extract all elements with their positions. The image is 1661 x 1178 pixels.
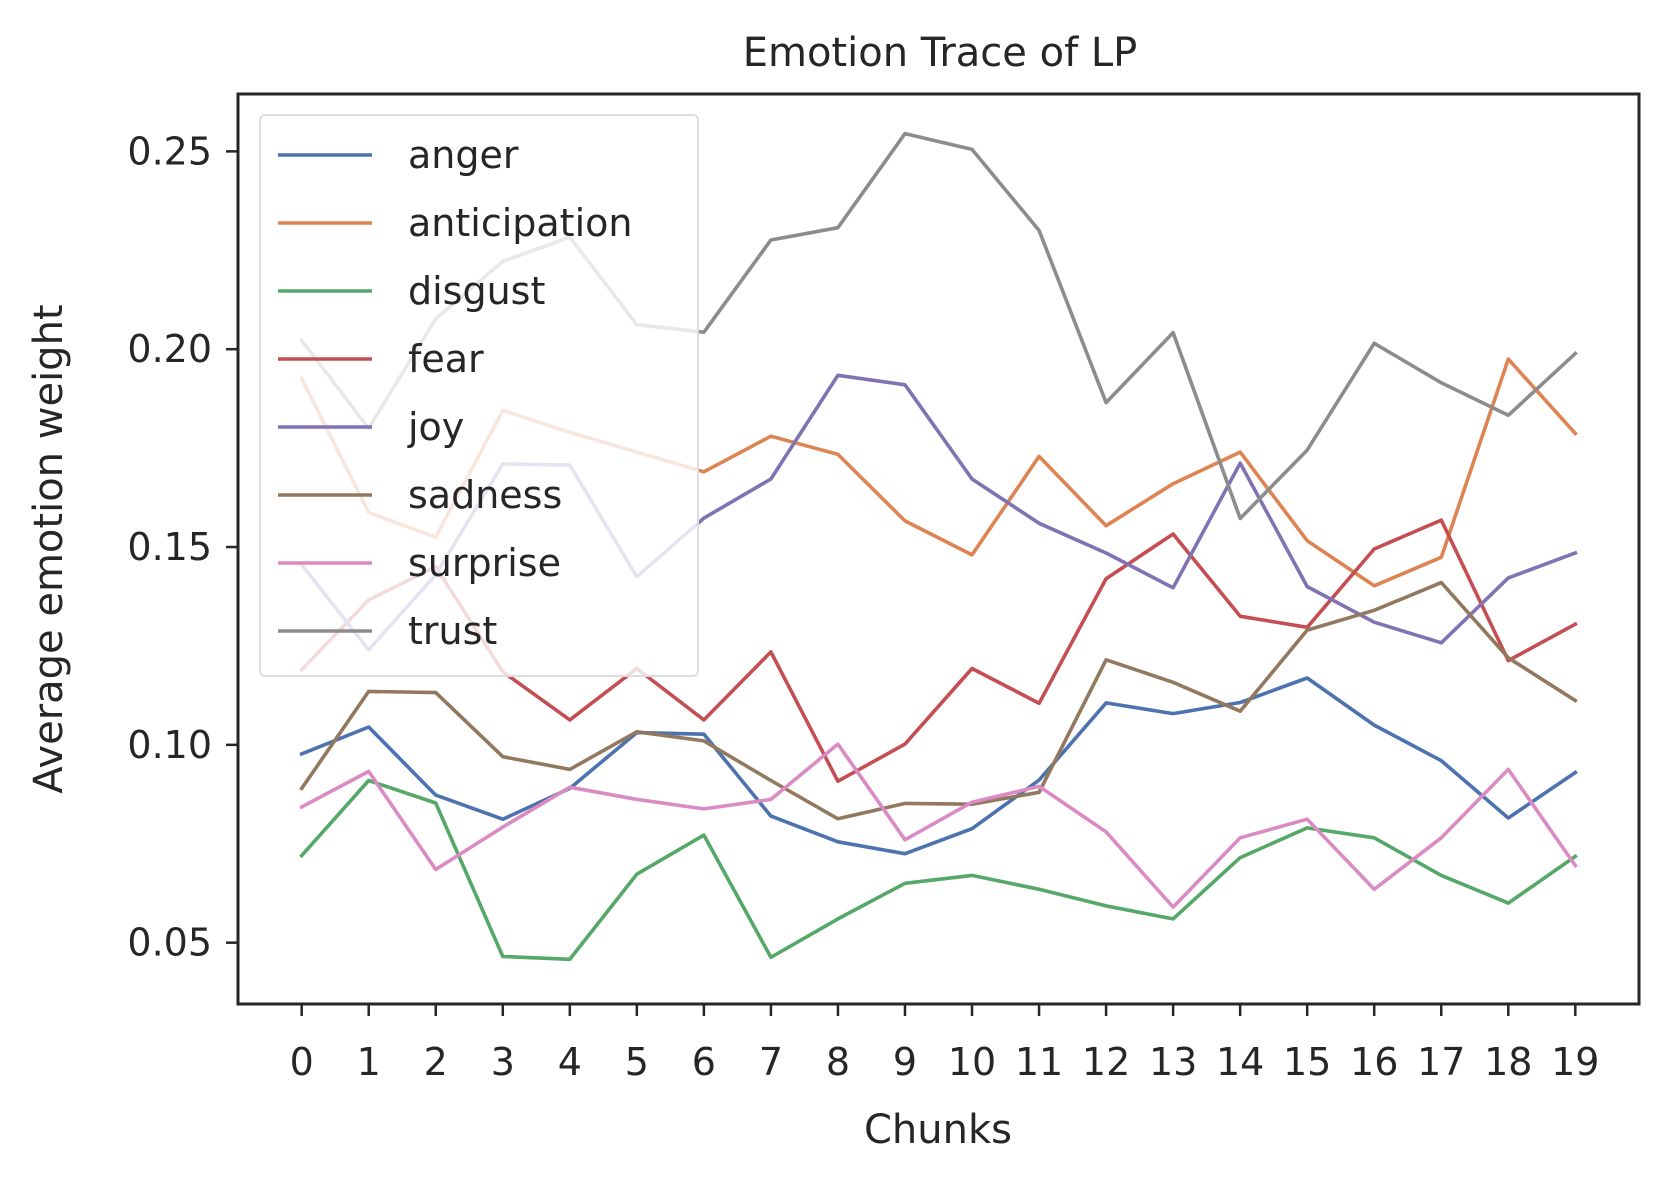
x-tick-label: 8: [826, 1040, 850, 1084]
x-tick-label: 19: [1551, 1040, 1599, 1084]
axis-ticks: 0 1 2 3 4 5 6 7 8 9 10 11 12 13 14 15 16 17 18 190.050.100.…: [127, 129, 1599, 1084]
x-axis-label: Chunks: [864, 1107, 1012, 1153]
chart-title: Emotion Trace of LP: [743, 30, 1138, 76]
x-tick-label: 11: [1015, 1040, 1063, 1084]
series-line-surprise: [299, 742, 1578, 909]
series-line-disgust: [299, 778, 1578, 962]
x-tick-label: 13: [1149, 1040, 1197, 1084]
x-tick-label: 6: [692, 1040, 716, 1084]
legend-label-anger: anger: [408, 133, 519, 177]
x-tick-label: 7: [759, 1040, 783, 1084]
legend: anger anticipation disgust fear joy sadness su…: [259, 114, 699, 677]
y-tick-label: 0.05: [127, 921, 212, 965]
y-tick-label: 0.25: [127, 129, 212, 173]
x-tick-label: 14: [1216, 1040, 1264, 1084]
x-tick-label: 18: [1484, 1040, 1532, 1084]
x-tick-label: 5: [625, 1040, 649, 1084]
x-tick-label: 10: [948, 1040, 996, 1084]
x-tick-label: 1: [357, 1040, 381, 1084]
x-tick-label: 12: [1082, 1040, 1130, 1084]
legend-label-trust: trust: [408, 609, 497, 653]
x-tick-label: 3: [491, 1040, 515, 1084]
legend-label-sadness: sadness: [408, 473, 562, 517]
legend-label-disgust: disgust: [408, 269, 545, 313]
series-line-fear: [299, 518, 1578, 784]
legend-label-anticipation: anticipation: [408, 201, 632, 245]
legend-label-joy: joy: [407, 405, 464, 449]
legend-label-fear: fear: [408, 337, 484, 381]
series-line-anger: [299, 676, 1578, 856]
y-tick-label: 0.15: [127, 525, 212, 569]
x-tick-label: 17: [1417, 1040, 1465, 1084]
x-tick-label: 9: [893, 1040, 917, 1084]
x-tick-label: 0: [290, 1040, 314, 1084]
plot-frame: [236, 92, 1641, 1006]
x-tick-label: 15: [1283, 1040, 1331, 1084]
y-axis-label: Average emotion weight: [26, 304, 72, 793]
legend-box: [259, 114, 699, 677]
y-tick-label: 0.20: [127, 327, 212, 371]
legend-label-surprise: surprise: [408, 541, 561, 585]
x-tick-label: 2: [424, 1040, 448, 1084]
x-tick-label: 16: [1350, 1040, 1398, 1084]
x-tick-label: 4: [558, 1040, 582, 1084]
y-tick-label: 0.10: [127, 723, 212, 767]
series-line-sadness: [299, 580, 1578, 821]
